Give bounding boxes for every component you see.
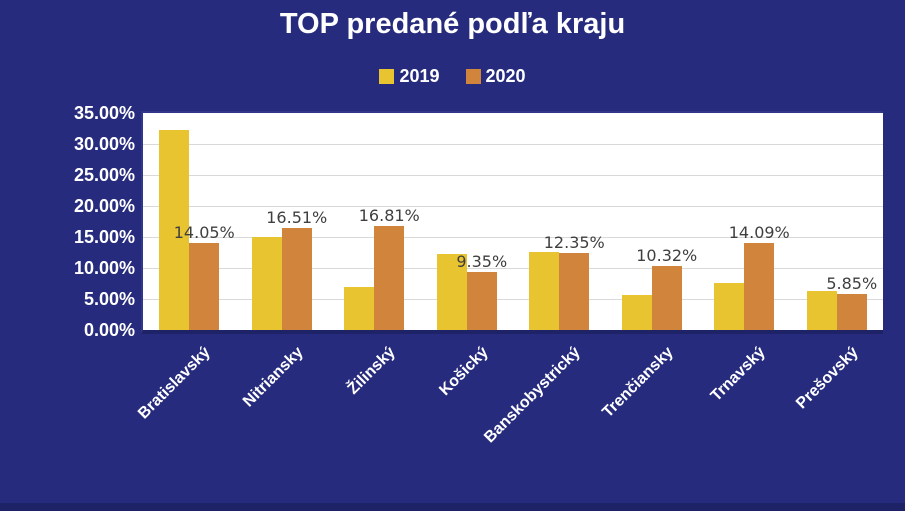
- bar-2019-Trenčiansky: [621, 294, 652, 330]
- y-tick-30.00%: 30.00%: [73, 134, 135, 154]
- gridline: [143, 206, 883, 207]
- y-tick-20.00%: 20.00%: [73, 196, 135, 216]
- x-tick-Bratislavský: Bratislavský: [135, 343, 214, 423]
- y-tick-0.00%: 0.00%: [83, 320, 135, 340]
- bar-2020-Žilinský: [374, 225, 405, 330]
- gridline: [143, 175, 883, 176]
- data-label-2020-Prešovský: 5.85%: [826, 273, 878, 293]
- bottom-strip: [0, 503, 905, 511]
- legend-swatch-icon: [465, 69, 481, 84]
- bar-2020-Košický: [466, 272, 497, 330]
- x-tick-Trenčiansky: Trenčiansky: [599, 343, 677, 422]
- x-tick-Nitriansky: Nitriansky: [239, 343, 307, 411]
- gridline: [143, 144, 883, 145]
- bar-2020-Banskobystrický: [559, 253, 590, 330]
- y-tick-25.00%: 25.00%: [73, 165, 135, 185]
- bar-2019-Prešovský: [806, 290, 837, 330]
- plot-area: 14.05% 16.51% 16.81% 9.35% 12.35% 10.32% 14.09…: [141, 111, 883, 334]
- legend-label: 2019: [399, 66, 440, 86]
- x-tick-Banskobystrický: Banskobystrický: [481, 343, 584, 447]
- bar-2019-Bratislavský: [159, 129, 190, 330]
- legend-item-2019: 2019: [379, 66, 440, 87]
- y-tick-15.00%: 15.00%: [73, 227, 135, 247]
- x-tick-Žilinský: Žilinský: [344, 343, 399, 398]
- y-tick-35.00%: 35.00%: [73, 103, 135, 123]
- bar-2020-Nitriansky: [281, 227, 312, 330]
- bar-2019-Košický: [436, 253, 467, 330]
- bar-2020-Trnavský: [744, 242, 775, 330]
- x-tick-Prešovský: Prešovský: [792, 343, 862, 413]
- bar-2019-Trnavský: [714, 282, 745, 330]
- data-label-2020-Žilinský: 16.81%: [358, 205, 420, 225]
- legend: 2019 2020: [0, 66, 905, 87]
- gridline: [143, 237, 883, 238]
- bar-2019-Banskobystrický: [529, 251, 560, 330]
- y-tick-5.00%: 5.00%: [83, 289, 135, 309]
- data-label-2020-Bratislavský: 14.05%: [173, 222, 235, 242]
- gridline: [143, 299, 883, 300]
- data-label-2020-Nitriansky: 16.51%: [266, 207, 328, 227]
- legend-swatch-icon: [379, 69, 395, 84]
- data-label-2020-Trenčiansky: 10.32%: [636, 246, 698, 266]
- bar-2020-Bratislavský: [189, 242, 220, 330]
- chart-title: TOP predané podľa kraju: [279, 8, 626, 40]
- data-label-2020-Košický: 9.35%: [456, 252, 508, 272]
- x-tick-Košický: Košický: [436, 343, 492, 400]
- legend-label: 2020: [485, 66, 526, 86]
- bar-2020-Trenčiansky: [651, 266, 682, 330]
- bar-2020-Prešovský: [836, 293, 867, 330]
- x-tick-Trnavský: Trnavský: [707, 343, 769, 405]
- bar-2019-Žilinský: [344, 286, 375, 330]
- y-tick-10.00%: 10.00%: [73, 258, 135, 278]
- bar-2019-Nitriansky: [251, 237, 282, 330]
- legend-item-2020: 2020: [465, 66, 526, 87]
- data-label-2020-Banskobystrický: 12.35%: [543, 233, 605, 253]
- data-label-2020-Trnavský: 14.09%: [728, 222, 790, 242]
- gridline: [143, 268, 883, 269]
